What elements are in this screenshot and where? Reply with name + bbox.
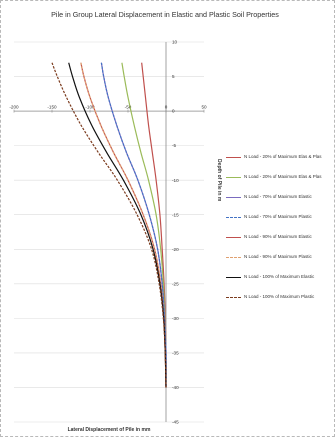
legend-swatch: [226, 237, 241, 238]
x-tick-label: -200: [9, 105, 19, 110]
series-line-4: [100, 62, 167, 388]
legend-item: N Load - 90% of Maximum Plastic: [224, 254, 332, 274]
legend-swatch: [226, 157, 241, 158]
y-tick-label: -35: [172, 351, 179, 356]
y-axis-title: Depth of Pile in m: [216, 159, 222, 202]
legend-swatch: [226, 177, 241, 178]
x-tick-labels: -200 -150 -100 -50 0 50: [9, 105, 207, 113]
gridlines: [14, 41, 204, 423]
legend-item: N Load - 90% of Maximum Elastic: [224, 234, 332, 254]
legend-swatch: [226, 277, 241, 278]
y-tick-label: -30: [172, 316, 179, 321]
y-tick-labels: 10 5 0 -5 -10 -15 -20 -25 -30 -35 -40 -45: [172, 40, 179, 425]
x-tick-label: -150: [47, 105, 57, 110]
legend-label: N Load - 20% of Maximum Elas & Plas: [244, 174, 322, 179]
legend-item: N Load - 100% of Maximum Plastic: [224, 294, 332, 314]
y-tick-label: -15: [172, 212, 179, 217]
legend-label: N Load - 100% of Maximum Elastic: [244, 274, 315, 279]
legend-item: N Load - 70% of Maximum Elastic: [224, 194, 332, 214]
y-tick-label: -20: [172, 247, 179, 252]
legend-label: N Load - 90% of Maximum Elastic: [244, 234, 312, 239]
series-line-8: [51, 62, 167, 388]
legend-item: N Load - 20% of Maximum Elas & Plas: [224, 174, 332, 194]
x-tick-label: 50: [201, 105, 207, 110]
legend-swatch: [226, 217, 241, 218]
y-tick-label: -10: [172, 178, 179, 183]
legend-label: N Load - 90% of Maximum Plastic: [244, 254, 312, 259]
legend-swatch: [226, 297, 241, 298]
legend-label: N Load - 100% of Maximum Plastic: [244, 294, 315, 299]
y-tick-label: 10: [172, 40, 178, 45]
y-tick-label: -25: [172, 281, 179, 286]
legend-label: N Load - 70% of Maximum Elastic: [244, 194, 312, 199]
y-tick-label: 5: [172, 74, 175, 79]
legend-item: N Load - 70% of Maximum Plastic: [224, 214, 332, 234]
x-tick-label: 0: [165, 105, 168, 110]
x-axis-title: Lateral Displacement of Pile in mm: [68, 427, 151, 433]
y-tick-label: -45: [172, 420, 179, 425]
legend-item: N Load - 20% of Maximum Elas & Plas: [224, 154, 332, 174]
series-lines: [51, 62, 167, 388]
legend-item: N Load - 100% of Maximum Elastic: [224, 274, 332, 294]
y-tick-label: -40: [172, 385, 179, 390]
x-tick-label: -100: [85, 105, 95, 110]
x-tick-label: -50: [125, 105, 132, 110]
y-tick-label: -5: [172, 143, 177, 148]
legend: N Load - 20% of Maximum Elas & Plas N Loa…: [224, 154, 332, 314]
legend-swatch: [226, 257, 241, 258]
y-tick-label: 0: [172, 109, 175, 114]
chart-title: Pile in Group Lateral Displacement in El…: [51, 10, 279, 19]
legend-label: N Load - 70% of Maximum Plastic: [244, 214, 312, 219]
legend-swatch: [226, 197, 241, 198]
legend-label: N Load - 20% of Maximum Elas & Plas: [244, 154, 322, 159]
